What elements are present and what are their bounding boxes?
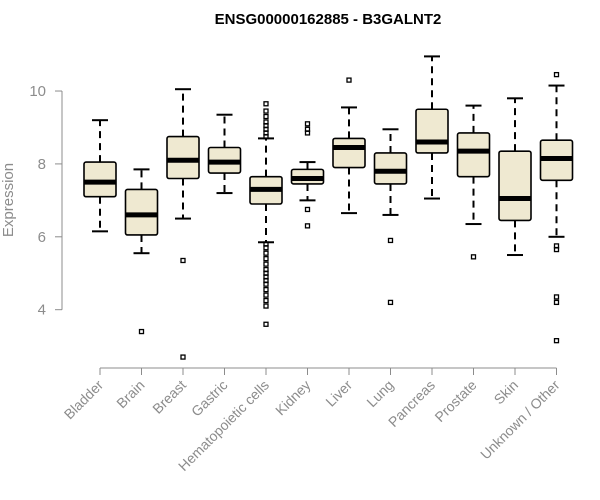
outlier-point (263, 250, 269, 256)
box-group (415, 55, 449, 200)
outlier-point (553, 299, 560, 306)
x-tick-label: Skin (491, 377, 522, 408)
outlier-point (263, 292, 269, 298)
outlier-point (470, 254, 477, 260)
outlier-point (346, 77, 352, 83)
x-tick-label: Breast (149, 377, 189, 417)
outlier-point (387, 299, 394, 306)
outlier-point (263, 256, 269, 262)
outlier-point (263, 281, 269, 287)
box-group (207, 113, 242, 195)
box-group (498, 97, 532, 257)
x-tick-label: Bladder (61, 377, 107, 423)
outlier-point (263, 101, 269, 107)
x-tick-label: Prostate (431, 377, 479, 425)
outlier-point (263, 286, 269, 293)
x-tick-label: Lung (363, 377, 396, 410)
outlier-point (553, 338, 560, 344)
iqr-box (332, 137, 366, 169)
iqr-box (166, 135, 200, 180)
x-tick-label: Liver (322, 377, 355, 410)
box-group (539, 71, 574, 344)
box-group (124, 168, 159, 335)
iqr-box (456, 132, 491, 178)
y-tick-label: 10 (29, 83, 46, 100)
outlier-point (263, 108, 269, 114)
boxes (83, 55, 574, 360)
outlier-point (553, 246, 560, 253)
box-group (332, 77, 366, 215)
iqr-box (498, 150, 532, 222)
x-tick-label: Brain (113, 377, 147, 411)
box-group (166, 88, 200, 360)
iqr-box (373, 152, 408, 185)
y-tick-label: 8 (38, 156, 46, 173)
iqr-box (83, 161, 117, 198)
outlier-point (304, 206, 311, 213)
y-tick-label: 6 (38, 229, 46, 246)
outlier-point (304, 223, 311, 229)
chart-title: ENSG00000162885 - B3GALNT2 (215, 11, 442, 28)
outlier-point (387, 237, 394, 244)
y-axis-label: Expression (0, 163, 17, 237)
x-tick-label: Kidney (272, 377, 314, 419)
box-group (83, 119, 117, 233)
iqr-box (124, 188, 159, 236)
outlier-point (304, 130, 311, 136)
outlier-point (263, 321, 269, 327)
box-group (373, 128, 408, 306)
outlier-point (553, 71, 560, 78)
outlier-point (304, 121, 311, 127)
iqr-box (415, 108, 449, 154)
outlier-point (138, 328, 145, 335)
outlier-point (263, 119, 269, 125)
x-tick-label: Unknown / Other (477, 377, 563, 463)
outlier-point (263, 303, 269, 309)
outlier-point (263, 113, 269, 120)
y-tick-label: 4 (38, 302, 46, 319)
outlier-point (263, 261, 269, 267)
outlier-point (553, 294, 560, 300)
box-group (290, 121, 325, 229)
box-group (456, 104, 491, 260)
box-group (249, 101, 283, 327)
outlier-point (263, 297, 269, 304)
outlier-point (180, 354, 186, 360)
outlier-point (263, 245, 269, 251)
outlier-point (180, 257, 186, 264)
